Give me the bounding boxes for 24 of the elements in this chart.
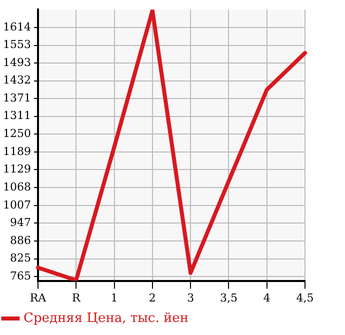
x-tick-label: 2 bbox=[148, 291, 156, 304]
y-tick-label: 825 bbox=[10, 252, 31, 265]
y-tick-label: 1371 bbox=[2, 92, 31, 105]
y-tick-label: 1129 bbox=[2, 162, 31, 176]
y-tick-label: 1068 bbox=[2, 180, 31, 194]
y-tick-label: 1189 bbox=[2, 144, 31, 158]
x-tick-label: RA bbox=[30, 291, 48, 304]
x-tick-label: 3,5 bbox=[220, 291, 238, 304]
x-tick-label: 4 bbox=[263, 291, 270, 304]
y-tick-label: 1614 bbox=[2, 20, 31, 34]
y-tick-label: 1553 bbox=[2, 38, 31, 52]
x-tick-label: 3 bbox=[187, 291, 194, 304]
x-tick-label: 4,5 bbox=[296, 291, 314, 304]
x-tick-label: 1 bbox=[110, 291, 118, 304]
legend-label: Средняя Цена, тыс. йен bbox=[24, 310, 188, 326]
y-tick-label: 1432 bbox=[2, 74, 31, 87]
y-tick-label: 886 bbox=[10, 234, 31, 247]
y-tick-label: 1311 bbox=[2, 109, 31, 122]
y-tick-label: 765 bbox=[10, 269, 31, 282]
y-tick-label: 1007 bbox=[2, 198, 31, 212]
x-tick-label: R bbox=[72, 291, 81, 304]
y-tick-label: 1250 bbox=[2, 127, 31, 140]
y-tick-label: 1493 bbox=[2, 56, 31, 69]
y-tick-label: 947 bbox=[10, 216, 31, 229]
